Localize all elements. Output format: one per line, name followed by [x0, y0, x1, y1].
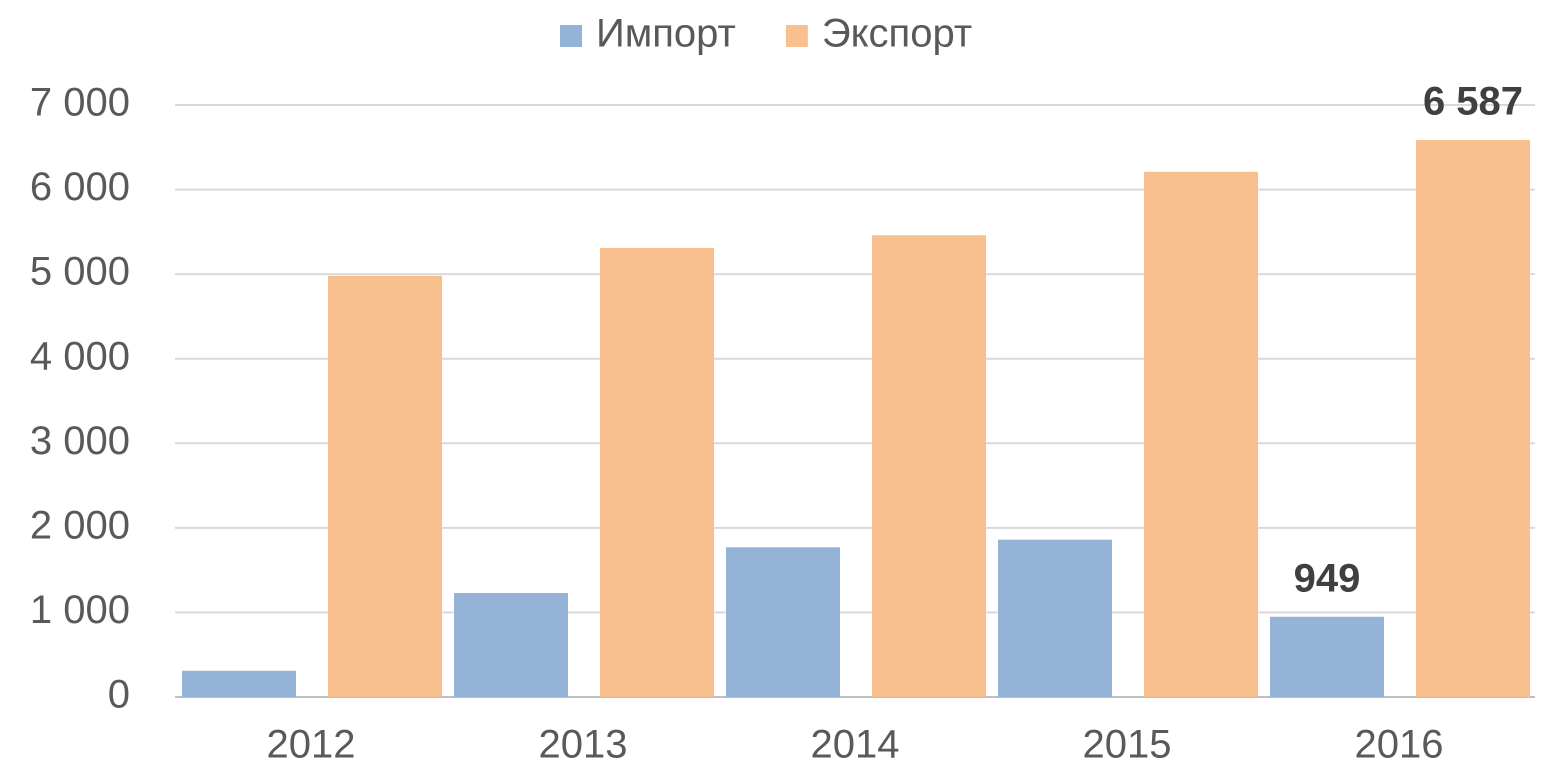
- bar: [454, 592, 568, 697]
- bar: [1144, 171, 1258, 698]
- y-tick-label: 5 000: [30, 250, 130, 294]
- bar: [726, 547, 840, 697]
- data-label: 6 587: [1423, 79, 1523, 123]
- bar: [600, 247, 714, 697]
- legend-swatch: [785, 25, 808, 47]
- y-tick-label: 2 000: [30, 503, 130, 547]
- x-tick-label: 2015: [1083, 723, 1172, 767]
- x-tick-label: 2012: [267, 723, 356, 767]
- legend-swatch: [560, 25, 582, 47]
- bar: [872, 235, 986, 698]
- y-tick-label: 1 000: [30, 588, 130, 632]
- y-tick-label: 7 000: [30, 81, 130, 125]
- y-tick-label: 4 000: [30, 334, 130, 378]
- y-tick-label: 3 000: [30, 419, 130, 463]
- legend-label: Экспорт: [822, 12, 972, 56]
- x-tick-label: 2016: [1355, 723, 1444, 767]
- bar: [1416, 139, 1530, 698]
- bar: [1270, 616, 1384, 697]
- x-tick-label: 2013: [539, 723, 628, 767]
- x-tick-label: 2014: [811, 723, 900, 767]
- legend-label: Импорт: [596, 12, 736, 56]
- y-tick-label: 0: [108, 673, 130, 717]
- bar: [328, 275, 442, 697]
- y-tick-label: 6 000: [30, 165, 130, 209]
- bar: [182, 670, 296, 697]
- data-label: 949: [1294, 556, 1361, 600]
- bar: [998, 539, 1112, 697]
